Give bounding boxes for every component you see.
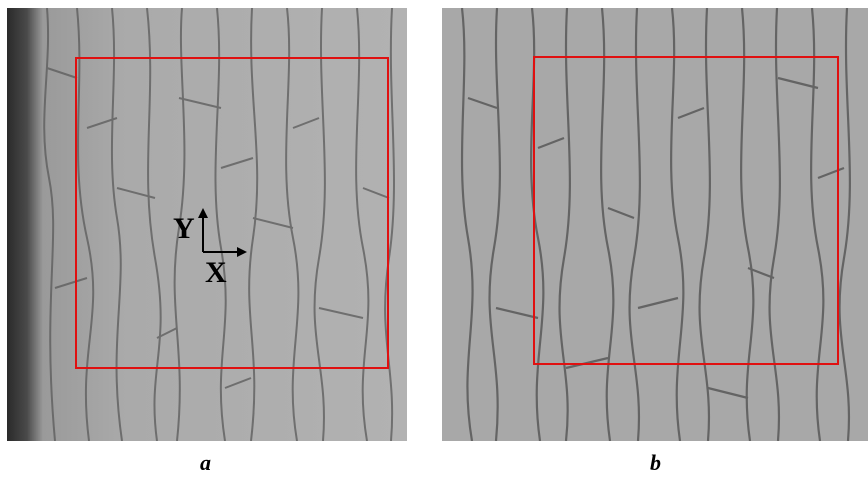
roi-rectangle-b: [533, 56, 839, 365]
x-axis-label: X: [205, 256, 227, 289]
caption-a: a: [200, 450, 211, 475]
micrograph-a: Y X: [7, 8, 407, 441]
axes-overlay: Y X: [169, 204, 249, 294]
axes-arrows-icon: [198, 208, 247, 257]
y-axis-label: Y: [173, 212, 195, 245]
roi-rectangle-a: [75, 57, 389, 369]
micrograph-b-image: [442, 8, 868, 441]
caption-b: b: [650, 450, 661, 475]
micrograph-b: [442, 8, 868, 441]
